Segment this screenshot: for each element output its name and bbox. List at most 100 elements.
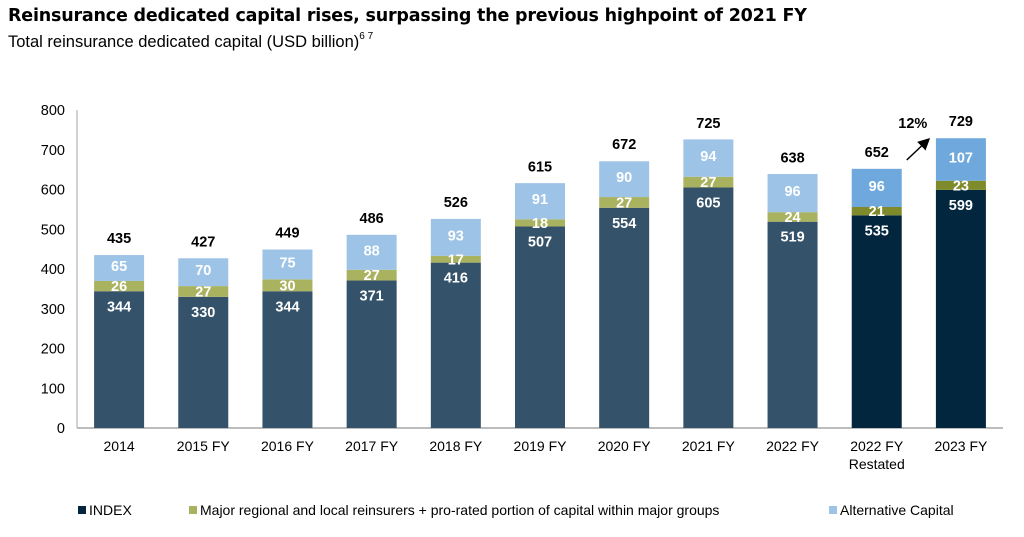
bar-segment-major-regional [767, 212, 818, 222]
data-label-major-regional: 26 [111, 279, 127, 295]
bar-segment-index [346, 280, 397, 428]
data-label-index: 416 [444, 271, 468, 287]
data-label-major-regional: 27 [364, 268, 380, 284]
bar-segment-alternative-capital [851, 168, 902, 207]
data-label-alternative-capital: 88 [364, 243, 380, 259]
data-label-index: 535 [865, 223, 889, 239]
x-tick-label: 2022 FY [766, 438, 820, 454]
bar-segment-major-regional [178, 286, 229, 297]
x-tick-label: 2014 [104, 438, 135, 454]
legend-item-alternative-capital: Alternative Capital [829, 502, 954, 518]
x-tick-label: 2018 FY [429, 438, 483, 454]
x-tick-label: 2016 FY [261, 438, 315, 454]
y-tick-label: 600 [41, 183, 65, 199]
data-label-major-regional: 27 [616, 195, 632, 211]
data-label-index: 344 [107, 299, 131, 315]
bar-segment-major-regional [683, 176, 734, 188]
chart-title: Reinsurance dedicated capital rises, sur… [8, 6, 807, 26]
data-label-alternative-capital: 94 [700, 149, 716, 165]
chart-subtitle: Total reinsurance dedicated capital (USD… [8, 31, 373, 52]
bar-segment-index [94, 291, 145, 428]
y-tick-label: 200 [41, 342, 65, 358]
data-label-major-regional: 30 [279, 278, 295, 294]
bar-segment-index [262, 291, 313, 428]
bar-segment-index [935, 189, 986, 428]
total-label: 435 [107, 231, 131, 247]
bar-segment-alternative-capital [767, 173, 818, 213]
bar-segment-index [683, 187, 734, 428]
bar-segment-alternative-capital [430, 218, 481, 256]
total-label: 526 [444, 195, 468, 211]
growth-annotation-label: 12% [898, 116, 927, 132]
total-label: 652 [865, 145, 889, 161]
data-label-major-regional: 21 [869, 204, 885, 220]
x-tick-label: 2021 FY [682, 438, 736, 454]
y-tick-label: 300 [41, 302, 65, 318]
x-tick-label: 2017 FY [345, 438, 399, 454]
data-label-alternative-capital: 107 [949, 150, 973, 166]
bar-segment-major-regional [851, 206, 902, 216]
bar-segment-alternative-capital [935, 138, 986, 181]
data-label-major-regional: 27 [195, 284, 211, 300]
legend-swatch-alternative-capital [829, 506, 837, 514]
bar-segment-major-regional [935, 180, 986, 190]
legend-label-index: INDEX [89, 502, 132, 518]
bar-segment-alternative-capital [178, 258, 229, 287]
bar-segment-index [430, 262, 481, 428]
x-tick-label: 2019 FY [514, 438, 568, 454]
total-label: 638 [780, 150, 804, 166]
x-tick-label: 2015 FY [177, 438, 231, 454]
data-label-major-regional: 18 [532, 216, 548, 232]
legend-label-alternative-capital: Alternative Capital [840, 502, 954, 518]
bar-segment-major-regional [94, 280, 145, 292]
y-tick-label: 500 [41, 222, 65, 238]
bar-segment-major-regional [515, 219, 565, 227]
subtitle-text: Total reinsurance dedicated capital (USD… [8, 33, 360, 51]
data-label-major-regional: 23 [953, 178, 969, 194]
data-label-major-regional: 17 [448, 252, 464, 268]
data-label-index: 371 [360, 289, 384, 305]
data-label-alternative-capital: 96 [784, 184, 800, 200]
total-label: 615 [528, 160, 552, 176]
data-label-index: 599 [949, 198, 973, 214]
y-tick-label: 0 [57, 421, 65, 437]
bar-segment-major-regional [599, 197, 650, 208]
bar-segment-major-regional [430, 255, 481, 263]
y-tick-label: 100 [41, 381, 65, 397]
legend-swatch-index [78, 506, 86, 514]
total-label: 427 [191, 234, 215, 250]
data-label-alternative-capital: 70 [195, 263, 211, 279]
data-label-index: 330 [191, 305, 215, 321]
total-label: 725 [696, 116, 720, 132]
bar-segment-major-regional [262, 279, 313, 292]
bar-segment-alternative-capital [346, 234, 397, 270]
legend: INDEX Major regional and local reinsurer… [0, 502, 1024, 522]
bar-segment-index [178, 296, 229, 428]
bar-segment-index [515, 226, 565, 428]
legend-item-major-regional: Major regional and local reinsurers + pr… [189, 502, 719, 518]
data-label-index: 605 [696, 196, 720, 212]
data-label-alternative-capital: 91 [532, 192, 548, 208]
y-tick-label: 800 [41, 103, 65, 119]
bar-segment-index [599, 207, 650, 428]
x-tick-label: 2023 FY [934, 438, 988, 454]
bar-segment-alternative-capital [683, 139, 734, 177]
y-tick-label: 700 [41, 143, 65, 159]
data-label-major-regional: 24 [784, 210, 800, 226]
bar-segment-alternative-capital [515, 183, 565, 220]
data-label-index: 519 [780, 230, 804, 246]
data-label-index: 507 [528, 234, 552, 250]
growth-arrow-icon [906, 137, 931, 161]
bar-segment-alternative-capital [599, 161, 650, 198]
legend-label-major-regional: Major regional and local reinsurers + pr… [200, 502, 720, 518]
legend-swatch-major-regional [189, 506, 197, 514]
data-label-index: 344 [275, 299, 299, 315]
total-label: 729 [949, 114, 973, 130]
data-label-alternative-capital: 75 [279, 255, 295, 271]
data-label-alternative-capital: 65 [111, 259, 127, 275]
bar-segment-alternative-capital [262, 249, 313, 280]
bar-segment-major-regional [346, 269, 397, 281]
total-label: 486 [360, 211, 384, 227]
bar-segment-index [767, 221, 818, 428]
y-tick-label: 400 [41, 262, 65, 278]
